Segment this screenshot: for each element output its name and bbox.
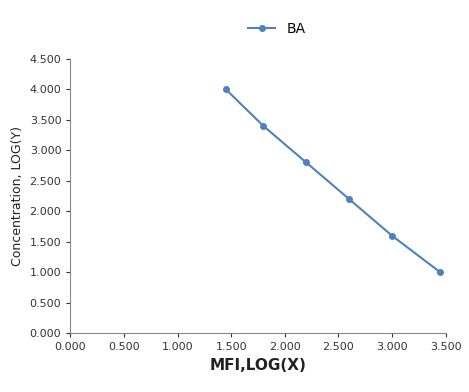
X-axis label: MFI,LOG(X): MFI,LOG(X) (210, 358, 306, 373)
Legend: BA: BA (242, 16, 311, 42)
BA (438, 270, 443, 274)
BA (389, 233, 395, 238)
BA (303, 160, 309, 165)
BA (223, 87, 228, 92)
Y-axis label: Concentration, LOG(Y): Concentration, LOG(Y) (11, 126, 24, 266)
BA (346, 197, 352, 201)
BA (260, 123, 266, 128)
Line: BA: BA (223, 87, 443, 275)
